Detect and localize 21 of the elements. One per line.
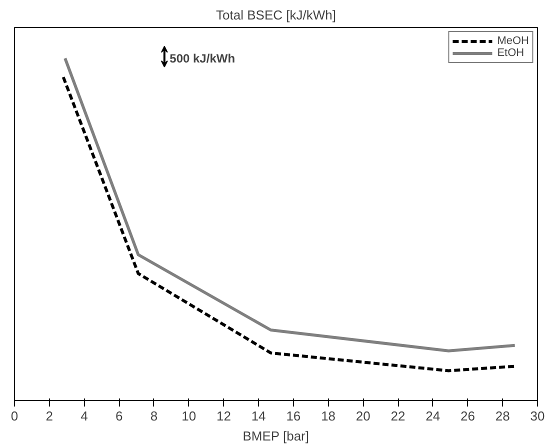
x-tick-label: 24 bbox=[426, 408, 440, 424]
legend-label: EtOH bbox=[497, 47, 524, 59]
x-tick-label: 28 bbox=[495, 408, 510, 424]
x-tick-label: 2 bbox=[46, 408, 53, 424]
x-tick-label: 4 bbox=[80, 408, 88, 424]
legend-label: MeOH bbox=[497, 35, 529, 47]
x-axis-title: BMEP [bar] bbox=[242, 428, 309, 444]
x-tick-label: 12 bbox=[216, 408, 231, 424]
x-tick-label: 10 bbox=[182, 408, 196, 424]
x-tick-label: 14 bbox=[251, 408, 266, 424]
x-tick-label: 8 bbox=[150, 408, 158, 424]
x-tick-label: 22 bbox=[390, 408, 406, 424]
x-tick-label: 18 bbox=[321, 408, 336, 424]
x-tick-label: 16 bbox=[286, 408, 301, 424]
x-tick-label: 6 bbox=[115, 408, 123, 424]
x-tick-label: 20 bbox=[356, 408, 370, 424]
x-tick-label: 26 bbox=[460, 408, 476, 424]
chart-title: Total BSEC [kJ/kWh] bbox=[216, 8, 336, 22]
annotation: 500 kJ/kWh bbox=[170, 51, 236, 66]
x-tick-label: 0 bbox=[10, 408, 18, 424]
x-tick-label: 30 bbox=[530, 408, 545, 424]
